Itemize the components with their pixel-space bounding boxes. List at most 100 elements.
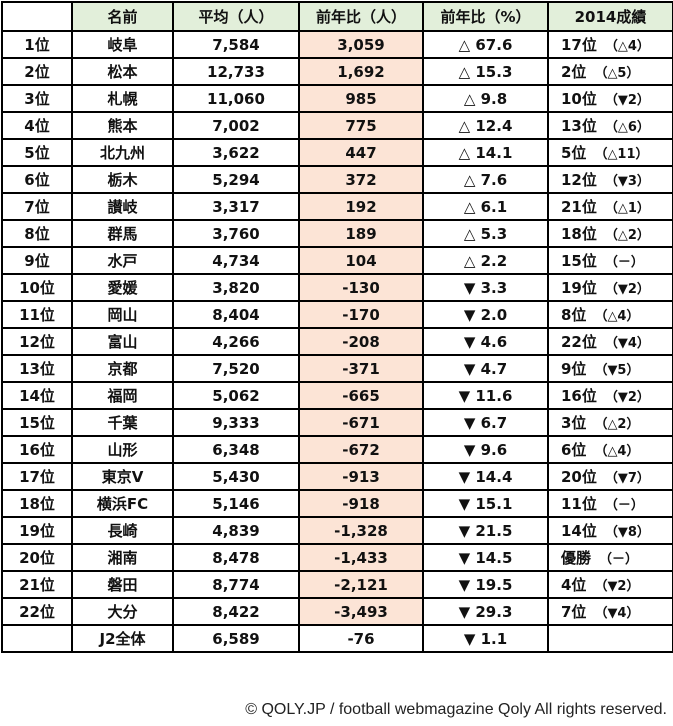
rank-change: （△11）	[594, 147, 649, 162]
prev-season-cell: 16位 （▼2）	[547, 381, 673, 410]
name-cell: 北九州	[71, 138, 174, 167]
name-cell: 京都	[71, 354, 174, 383]
pct-cell: △ 7.6	[422, 165, 549, 194]
average-cell: 8,404	[172, 300, 300, 329]
prev-rank: 11位	[561, 495, 597, 513]
rank-change: （△5）	[594, 66, 640, 81]
header-row: 名前 平均（人） 前年比（人） 前年比（%） 2014成績	[1, 1, 673, 32]
diff-cell: -130	[298, 273, 424, 302]
average-cell: 8,478	[172, 543, 300, 572]
prev-rank: 17位	[561, 36, 597, 54]
header-2014: 2014成績	[547, 1, 673, 32]
pct-cell: △ 9.8	[422, 84, 549, 113]
prev-season-cell: 14位 （▼8）	[547, 516, 673, 545]
prev-season-cell: 8位 （△4）	[547, 300, 673, 329]
pct-cell: ▼ 4.6	[422, 327, 549, 356]
prev-rank: 18位	[561, 225, 597, 243]
rank-change: （▼2）	[594, 579, 640, 594]
table-row: 9位 水戸 4,734 104 △ 2.2 15位 （－）	[1, 246, 673, 275]
diff-cell: -371	[298, 354, 424, 383]
pct-cell: ▼ 14.4	[422, 462, 549, 491]
prev-rank: 3位	[561, 414, 587, 432]
prev-rank: 20位	[561, 468, 597, 486]
prev-season-cell: 6位 （△4）	[547, 435, 673, 464]
average-cell: 4,839	[172, 516, 300, 545]
pct-cell: △ 2.2	[422, 246, 549, 275]
copyright: © QOLY.JP / football webmagazine Qoly Al…	[245, 701, 667, 718]
total-row: J2全体 6,589 -76 ▼ 1.1	[1, 624, 673, 653]
rank-change: （▼2）	[604, 93, 650, 108]
rank-cell: 20位	[1, 543, 73, 572]
rank-change: （▼4）	[604, 336, 650, 351]
pct-cell: △ 5.3	[422, 219, 549, 248]
average-cell: 8,422	[172, 597, 300, 626]
name-cell: J2全体	[71, 624, 174, 653]
table-row: 7位 讃岐 3,317 192 △ 6.1 21位 （△1）	[1, 192, 673, 221]
diff-cell: 3,059	[298, 30, 424, 59]
pct-cell: △ 15.3	[422, 57, 549, 86]
average-cell: 4,266	[172, 327, 300, 356]
rank-cell: 15位	[1, 408, 73, 437]
header-rank	[1, 1, 73, 32]
rank-cell: 14位	[1, 381, 73, 410]
prev-season-cell: 21位 （△1）	[547, 192, 673, 221]
pct-cell: ▼ 14.5	[422, 543, 549, 572]
table-row: 22位 大分 8,422 -3,493 ▼ 29.3 7位 （▼4）	[1, 597, 673, 626]
table-row: 11位 岡山 8,404 -170 ▼ 2.0 8位 （△4）	[1, 300, 673, 329]
rank-cell: 22位	[1, 597, 73, 626]
prev-season-cell: 20位 （▼7）	[547, 462, 673, 491]
name-cell: 松本	[71, 57, 174, 86]
diff-cell: -1,433	[298, 543, 424, 572]
rank-cell: 12位	[1, 327, 73, 356]
table-row: 5位 北九州 3,622 447 △ 14.1 5位 （△11）	[1, 138, 673, 167]
prev-rank: 8位	[561, 306, 587, 324]
rank-change: （△2）	[594, 417, 640, 432]
rank-change: （▼2）	[604, 282, 650, 297]
name-cell: 岡山	[71, 300, 174, 329]
average-cell: 9,333	[172, 408, 300, 437]
diff-cell: -918	[298, 489, 424, 518]
diff-cell: -913	[298, 462, 424, 491]
diff-cell: 192	[298, 192, 424, 221]
name-cell: 札幌	[71, 84, 174, 113]
rank-cell: 13位	[1, 354, 73, 383]
rank-change: （▼7）	[604, 471, 650, 486]
table-row: 8位 群馬 3,760 189 △ 5.3 18位 （△2）	[1, 219, 673, 248]
average-cell: 5,430	[172, 462, 300, 491]
name-cell: 長崎	[71, 516, 174, 545]
average-cell: 3,760	[172, 219, 300, 248]
diff-cell: 447	[298, 138, 424, 167]
attendance-table: 名前 平均（人） 前年比（人） 前年比（%） 2014成績 1位 岐阜 7,584 3…	[1, 1, 673, 653]
table-row: 2位 松本 12,733 1,692 △ 15.3 2位 （△5）	[1, 57, 673, 86]
name-cell: 山形	[71, 435, 174, 464]
rank-cell: 21位	[1, 570, 73, 599]
rank-change: （－）	[599, 552, 639, 567]
rank-change: （△4）	[594, 309, 640, 324]
prev-season-cell	[547, 624, 673, 653]
pct-cell: ▼ 9.6	[422, 435, 549, 464]
prev-rank: 12位	[561, 171, 597, 189]
prev-rank: 16位	[561, 387, 597, 405]
pct-cell: ▼ 1.1	[422, 624, 549, 653]
prev-rank: 2位	[561, 63, 587, 81]
prev-season-cell: 2位 （△5）	[547, 57, 673, 86]
prev-season-cell: 17位 （△4）	[547, 30, 673, 59]
rank-change: （△6）	[604, 120, 650, 135]
prev-rank: 22位	[561, 333, 597, 351]
prev-season-cell: 12位 （▼3）	[547, 165, 673, 194]
table-row: 12位 富山 4,266 -208 ▼ 4.6 22位 （▼4）	[1, 327, 673, 356]
pct-cell: ▼ 29.3	[422, 597, 549, 626]
prev-season-cell: 9位 （▼5）	[547, 354, 673, 383]
pct-cell: ▼ 15.1	[422, 489, 549, 518]
table-row: 18位 横浜FC 5,146 -918 ▼ 15.1 11位 （－）	[1, 489, 673, 518]
rank-cell: 16位	[1, 435, 73, 464]
name-cell: 東京V	[71, 462, 174, 491]
average-cell: 5,294	[172, 165, 300, 194]
table-row: 10位 愛媛 3,820 -130 ▼ 3.3 19位 （▼2）	[1, 273, 673, 302]
prev-rank: 7位	[561, 603, 587, 621]
diff-cell: 775	[298, 111, 424, 140]
average-cell: 5,146	[172, 489, 300, 518]
rank-change: （▼4）	[594, 606, 640, 621]
table-row: 20位 湘南 8,478 -1,433 ▼ 14.5 優勝 （－）	[1, 543, 673, 572]
name-cell: 横浜FC	[71, 489, 174, 518]
